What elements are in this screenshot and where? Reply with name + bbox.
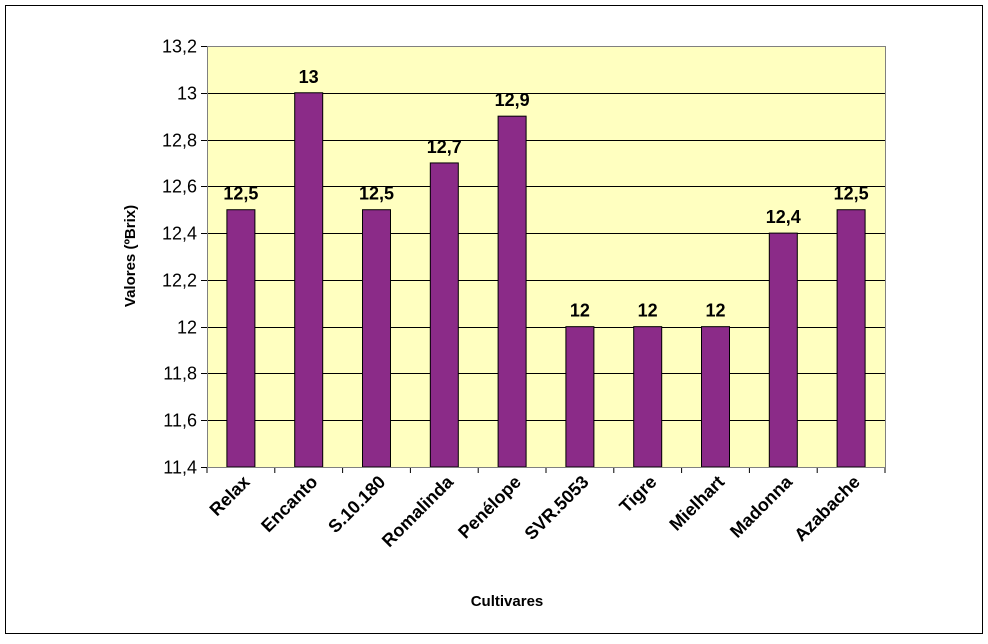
bar bbox=[633, 326, 663, 468]
data-label: 12 bbox=[705, 301, 725, 321]
data-label: 12,7 bbox=[427, 137, 462, 157]
y-tick-label: 12,6 bbox=[162, 177, 197, 197]
y-tick-label: 11,8 bbox=[163, 364, 197, 384]
y-tick-label: 12 bbox=[177, 318, 197, 338]
bar bbox=[701, 326, 730, 468]
data-label: 12 bbox=[638, 301, 658, 321]
data-label: 12,5 bbox=[359, 184, 394, 204]
data-label: 13 bbox=[299, 67, 319, 87]
x-axis-title: Cultivares bbox=[471, 593, 544, 610]
data-label: 12,4 bbox=[766, 207, 801, 227]
y-tick-label: 12,4 bbox=[162, 224, 197, 244]
data-label: 12 bbox=[570, 301, 590, 321]
y-axis-title: Valores (ºBrix) bbox=[122, 205, 139, 307]
y-tick-label: 11,4 bbox=[163, 458, 197, 478]
bar bbox=[768, 232, 798, 468]
bar bbox=[497, 115, 527, 468]
data-label: 12,5 bbox=[223, 184, 258, 204]
bars bbox=[226, 92, 866, 468]
plot-area-border bbox=[207, 46, 886, 468]
y-tick-label: 11,6 bbox=[163, 411, 197, 431]
bar bbox=[429, 162, 459, 468]
data-label: 12,5 bbox=[834, 184, 869, 204]
bar bbox=[362, 209, 391, 468]
data-labels: 12,5 13 12,5 12,7 12,9 12 12 12 12,4 12,5 bbox=[223, 67, 868, 321]
bar bbox=[565, 326, 595, 468]
data-label: 12,9 bbox=[495, 90, 530, 110]
y-tick-label: 12,2 bbox=[162, 271, 197, 291]
y-tick-label: 13,2 bbox=[162, 37, 197, 57]
bar bbox=[226, 209, 256, 468]
y-tick-label: 12,8 bbox=[162, 131, 197, 151]
y-tick-label: 13 bbox=[177, 84, 197, 104]
bar bbox=[836, 209, 866, 468]
bar bbox=[294, 92, 324, 468]
y-tick-labels: 11,4 11,6 11,8 12 12,2 12,4 12,6 12,8 13 13,2 bbox=[162, 37, 197, 478]
